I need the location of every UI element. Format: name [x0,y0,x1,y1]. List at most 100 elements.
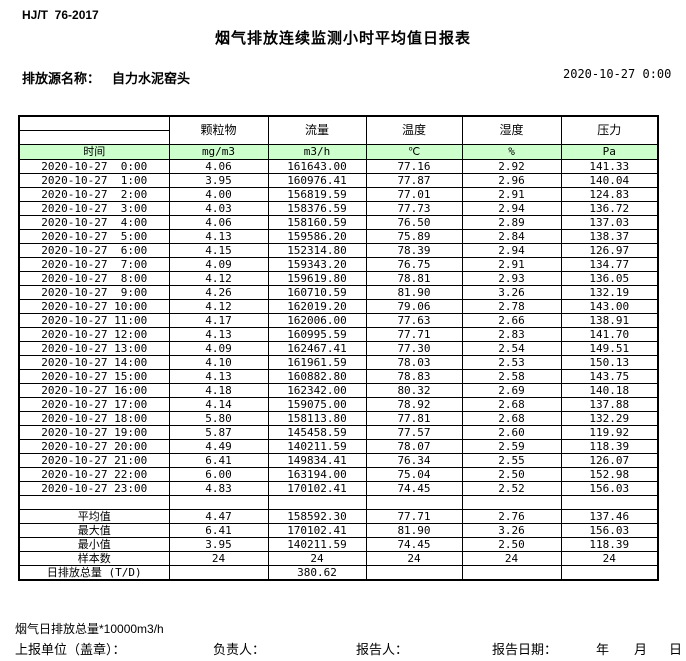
summary-value-cell: 6.41 [168,523,269,538]
value-cell: 2.96 [461,173,562,188]
time-cell: 2020-10-27 16:00 [18,383,170,398]
value-cell: 4.17 [168,313,269,328]
time-header-cell: 时间 [18,144,170,160]
value-cell: 78.39 [365,243,463,258]
table-row: 2020-10-27 19:00 5.87 145458.59 77.57 2.60 11… [18,425,659,440]
spacer-cell [560,495,659,510]
value-cell: 159075.00 [267,397,367,412]
table-row: 2020-10-27 7:00 4.09 159343.20 76.75 2.91 134… [18,257,659,272]
table-row: 2020-10-27 8:00 4.12 159619.80 78.81 2.93 136… [18,271,659,286]
value-cell: 77.16 [365,159,463,174]
value-cell: 6.00 [168,467,269,482]
unit-header-cell: Pa [560,144,659,160]
table-row: 2020-10-27 22:00 6.00 163194.00 75.04 2.50 15… [18,467,659,482]
summary-value-cell: 24 [168,551,269,566]
table-data-body: 2020-10-27 0:00 4.06 161643.00 77.16 2.92 141… [18,159,659,496]
time-cell: 2020-10-27 19:00 [18,425,170,440]
time-cell: 2020-10-27 5:00 [18,229,170,244]
value-cell: 6.41 [168,453,269,468]
value-cell: 4.14 [168,397,269,412]
value-cell: 4.13 [168,369,269,384]
param-header-particulate: 颗粒物 [168,115,269,145]
summary-value-cell: 81.90 [365,523,463,538]
param-header-pressure: 压力 [560,115,659,145]
value-cell: 78.81 [365,271,463,286]
value-cell: 4.06 [168,159,269,174]
summary-row: 日排放总量 (T/D) 380.62 [18,565,659,581]
value-cell: 4.13 [168,327,269,342]
time-cell: 2020-10-27 13:00 [18,341,170,356]
value-cell: 137.88 [560,397,659,412]
value-cell: 156.03 [560,481,659,496]
value-cell: 159586.20 [267,229,367,244]
value-cell: 141.33 [560,159,659,174]
value-cell: 78.83 [365,369,463,384]
time-cell: 2020-10-27 2:00 [18,187,170,202]
table-row: 2020-10-27 15:00 4.13 160882.80 78.83 2.58 14… [18,369,659,384]
summary-value-cell: 24 [560,551,659,566]
table-row: 2020-10-27 18:00 5.80 158113.80 77.81 2.68 13… [18,411,659,426]
value-cell: 2.84 [461,229,562,244]
table-row: 2020-10-27 5:00 4.13 159586.20 75.89 2.84 138… [18,229,659,244]
value-cell: 78.07 [365,439,463,454]
table-row: 2020-10-27 17:00 4.14 159075.00 78.92 2.68 13… [18,397,659,412]
table-row: 2020-10-27 12:00 4.13 160995.59 77.71 2.83 14… [18,327,659,342]
value-cell: 77.81 [365,411,463,426]
summary-value-cell: 170102.41 [267,523,367,538]
value-cell: 4.15 [168,243,269,258]
value-cell: 78.92 [365,397,463,412]
value-cell: 140.04 [560,173,659,188]
value-cell: 2.68 [461,397,562,412]
value-cell: 76.75 [365,257,463,272]
time-cell: 2020-10-27 11:00 [18,313,170,328]
signature-line: 上报单位（盖章）： 负责人： 报告人： 报告日期： 年 月 日 [0,639,686,657]
value-cell: 2.55 [461,453,562,468]
table-spacer-body [18,495,659,510]
value-cell: 77.73 [365,201,463,216]
daily-total-note: 烟气日排放总量*10000m3/h [15,622,164,636]
value-cell: 160882.80 [267,369,367,384]
year-label: 年 [596,642,610,657]
summary-value-cell: 156.03 [560,523,659,538]
value-cell: 78.03 [365,355,463,370]
spacer-cell [18,495,170,510]
summary-value-cell: 74.45 [365,537,463,552]
value-cell: 3.26 [461,285,562,300]
summary-value-cell: 2.76 [461,509,562,524]
value-cell: 118.39 [560,439,659,454]
value-cell: 75.89 [365,229,463,244]
value-cell: 4.00 [168,187,269,202]
table-row: 2020-10-27 21:00 6.41 149834.41 76.34 2.55 12… [18,453,659,468]
value-cell: 126.07 [560,453,659,468]
time-cell: 2020-10-27 9:00 [18,285,170,300]
value-cell: 124.83 [560,187,659,202]
value-cell: 138.37 [560,229,659,244]
value-cell: 2.66 [461,313,562,328]
value-cell: 137.03 [560,215,659,230]
table-row: 2020-10-27 20:00 4.49 140211.59 78.07 2.59 11… [18,439,659,454]
time-cell: 2020-10-27 20:00 [18,439,170,454]
value-cell: 2.94 [461,201,562,216]
value-cell: 4.13 [168,229,269,244]
value-cell: 152314.80 [267,243,367,258]
table-row: 2020-10-27 14:00 4.10 161961.59 78.03 2.53 15… [18,355,659,370]
table-row: 2020-10-27 2:00 4.00 156819.59 77.01 2.91 124… [18,187,659,202]
table-row: 2020-10-27 0:00 4.06 161643.00 77.16 2.92 141… [18,159,659,174]
value-cell: 4.09 [168,257,269,272]
spacer-cell [461,495,562,510]
value-cell: 5.80 [168,411,269,426]
time-cell: 2020-10-27 12:00 [18,327,170,342]
month-label: 月 [634,642,648,657]
value-cell: 2.89 [461,215,562,230]
time-cell: 2020-10-27 4:00 [18,215,170,230]
report-datetime: 2020-10-27 0:00 [563,67,672,81]
value-cell: 4.03 [168,201,269,216]
summary-row: 最大值 6.41 170102.41 81.90 3.26 156.03 [18,523,659,538]
value-cell: 4.12 [168,271,269,286]
summary-value-cell: 137.46 [560,509,659,524]
hourly-report-table: 颗粒物 流量 温度 湿度 压力 时间 mg/m3 m3/h ℃ % Pa 202… [18,115,659,581]
value-cell: 150.13 [560,355,659,370]
value-cell: 77.87 [365,173,463,188]
report-unit-label: 上报单位（盖章）： [15,642,126,657]
table-row: 2020-10-27 16:00 4.18 162342.00 80.32 2.69 14… [18,383,659,398]
